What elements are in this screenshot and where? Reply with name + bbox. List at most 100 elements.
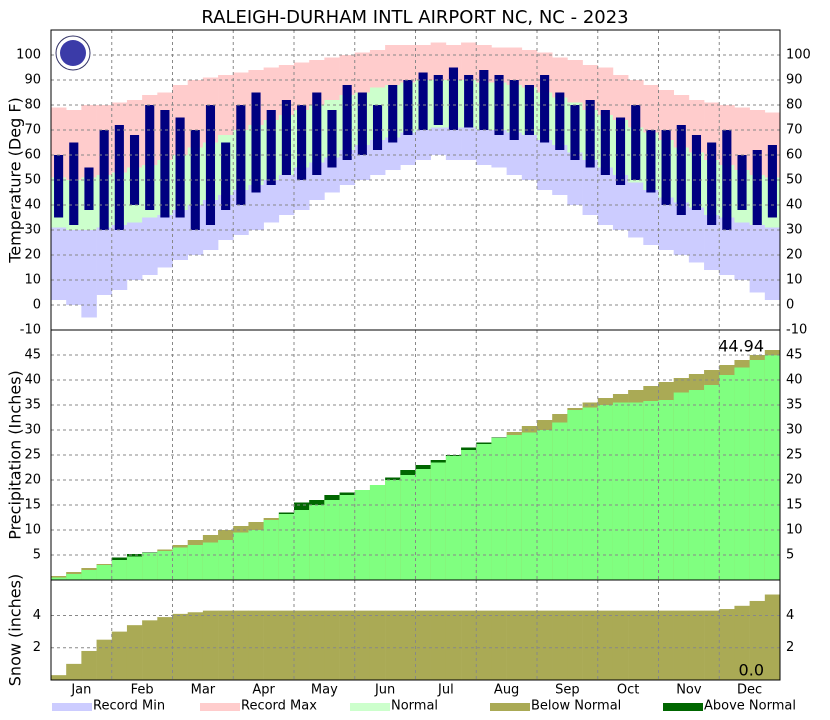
actual-temp-bar [540,75,550,143]
normal-area [233,610,249,680]
actual-area [476,444,492,580]
y-tick-label: 70 [24,123,41,138]
record-min-band [597,167,614,225]
record-min-band [476,130,492,165]
y-tick-label-right: 15 [786,498,803,513]
actual-area [734,367,750,580]
actual-temp-bar [266,110,276,185]
panel [51,350,781,580]
actual-area [111,560,128,580]
actual-temp-bar [646,130,656,193]
actual-area [51,577,67,580]
actual-temp-bar [99,130,109,230]
actual-temp-bar [433,75,443,125]
normal-area [764,594,781,680]
normal-area [704,610,720,680]
actual-temp-bar [737,155,747,210]
record-min-band [582,160,599,215]
x-tick-label: Jun [374,683,395,698]
actual-area [81,570,97,580]
record-min-band [81,230,97,318]
record-max-band [506,47,523,85]
record-min-band [628,182,644,238]
y-tick-label: 20 [24,473,41,488]
legend-swatch [350,703,390,711]
record-min-band [172,210,188,260]
y-tick-label: 35 [24,398,41,413]
actual-temp-bar [448,67,459,130]
y-tick-label: 0 [33,298,41,313]
record-min-band [248,185,264,230]
actual-temp-bar [494,75,504,135]
actual-area [96,565,113,580]
logo-inner [60,40,86,66]
record-min-band [51,227,67,300]
normal-area [81,650,97,680]
record-min-band [461,127,477,160]
record-max-band [400,45,416,83]
legend-label: Below Normal [531,699,621,714]
actual-temp-bar [691,135,702,210]
actual-temp-bar [114,125,124,230]
y-tick-label-right: 25 [786,448,803,463]
y-tick-label: 60 [24,148,41,163]
y-tick-label-right: 60 [786,148,803,163]
record-max-band [354,52,371,93]
y-tick-label: 40 [24,373,41,388]
y-tick-label-right: 100 [786,48,811,63]
record-min-band [537,140,553,190]
record-min-band [612,175,629,230]
actual-temp-bar [297,105,307,180]
record-min-band [673,202,690,255]
normal-area [187,612,204,680]
y-tick-label-right: -10 [786,323,807,338]
actual-temp-bar [600,110,610,175]
y-tick-label: 80 [24,98,41,113]
record-min-band [506,132,523,175]
actual-temp-bar [464,75,474,128]
actual-area [172,547,188,580]
normal-area [354,610,371,680]
actual-temp-bar [722,130,732,230]
actual-temp-bar [251,92,261,193]
above-normal-area [491,437,507,438]
record-max-band [491,47,507,83]
y-axis-title: Snow (inches) [6,574,25,686]
above-normal-area [111,557,128,560]
legend-label: Record Max [241,699,317,714]
y-tick-label: 10 [24,273,41,288]
y-tick-label: 10 [24,523,41,538]
normal-area [734,605,750,680]
record-min-band [749,225,766,293]
y-tick-label: 50 [24,173,41,188]
record-max-band [612,75,629,120]
actual-temp-bar [403,80,413,135]
actual-area [749,360,766,580]
above-normal-area [415,465,431,469]
actual-temp-bar [524,85,534,135]
normal-area [521,610,538,680]
y-tick-label: 90 [24,73,41,88]
y-tick-label-right: 50 [786,173,803,188]
record-min-band [430,127,447,155]
actual-temp-bar [281,100,291,175]
normal-area [491,610,507,680]
actual-area [521,432,538,580]
normal-area [111,631,128,680]
x-tick-label: Oct [617,683,639,698]
legend-swatch [52,703,92,711]
y-tick-label-right: 2 [786,640,794,655]
normal-area [172,613,188,680]
actual-area [552,422,568,580]
y-tick-label-right: 35 [786,398,803,413]
y-tick-label-right: 10 [786,273,803,288]
record-max-band [582,65,599,110]
panel [51,42,781,318]
legend-label: Record Min [93,699,165,714]
actual-temp-bar [312,92,322,175]
y-tick-label: 20 [24,248,41,263]
record-min-band [704,215,720,270]
record-min-band [400,132,416,165]
x-tick-label: Nov [676,683,702,698]
y-tick-label-right: 5 [786,548,794,563]
